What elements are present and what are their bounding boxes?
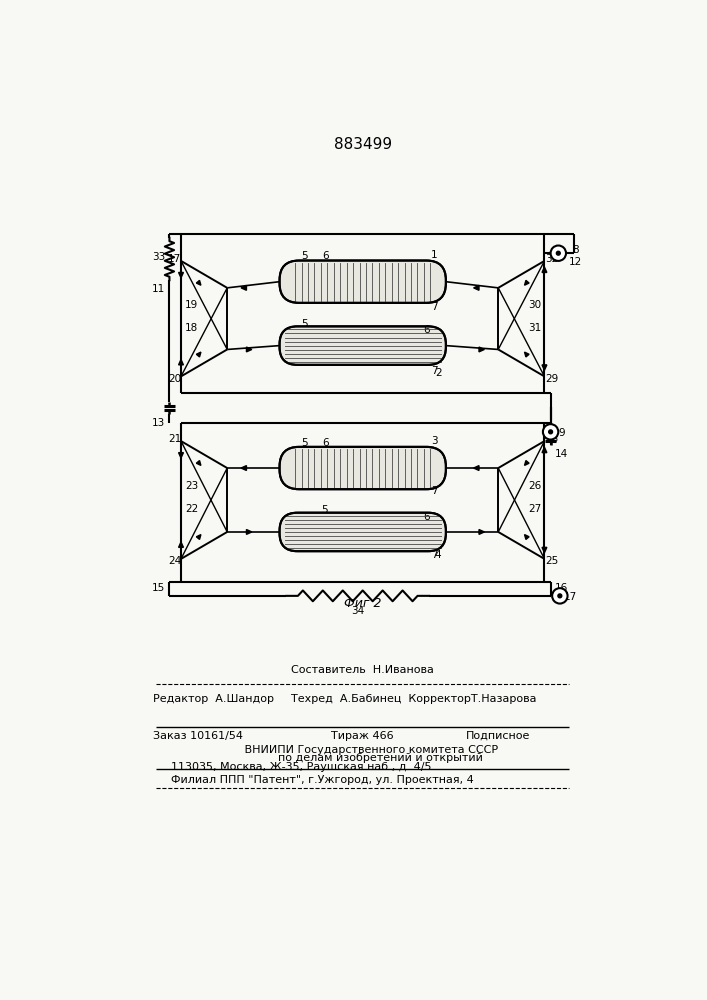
Polygon shape bbox=[247, 347, 252, 352]
Text: 1: 1 bbox=[431, 250, 438, 260]
Circle shape bbox=[549, 430, 553, 434]
Text: 6: 6 bbox=[423, 325, 430, 335]
Polygon shape bbox=[525, 461, 529, 465]
Text: 26: 26 bbox=[529, 481, 542, 491]
Polygon shape bbox=[197, 352, 201, 357]
Text: 7: 7 bbox=[431, 366, 438, 376]
Text: 6: 6 bbox=[423, 512, 430, 522]
Text: 25: 25 bbox=[546, 556, 559, 566]
Text: 5: 5 bbox=[321, 505, 327, 515]
Text: Филиал ППП "Патент", г.Ужгород, ул. Проектная, 4: Филиал ППП "Патент", г.Ужгород, ул. Прое… bbox=[171, 775, 474, 785]
Text: 12: 12 bbox=[568, 257, 582, 267]
Polygon shape bbox=[542, 365, 547, 370]
Text: 24: 24 bbox=[168, 556, 182, 566]
Polygon shape bbox=[197, 280, 201, 285]
Text: 34: 34 bbox=[351, 606, 364, 616]
Text: 29: 29 bbox=[546, 374, 559, 384]
Text: 21: 21 bbox=[168, 434, 182, 444]
Text: 883499: 883499 bbox=[334, 137, 392, 152]
Text: 5: 5 bbox=[302, 438, 308, 448]
Text: 32: 32 bbox=[546, 254, 559, 264]
Polygon shape bbox=[525, 280, 529, 285]
Text: 2: 2 bbox=[435, 368, 441, 378]
Text: 4: 4 bbox=[435, 550, 441, 560]
Text: Тираж 466: Тираж 466 bbox=[332, 731, 394, 741]
Polygon shape bbox=[197, 535, 201, 539]
Text: 28: 28 bbox=[546, 434, 559, 444]
Polygon shape bbox=[479, 530, 484, 534]
Text: 19: 19 bbox=[185, 300, 199, 310]
Circle shape bbox=[551, 246, 566, 261]
Text: 7: 7 bbox=[431, 302, 438, 312]
Text: 14: 14 bbox=[555, 449, 568, 459]
Circle shape bbox=[552, 588, 568, 604]
Text: 17: 17 bbox=[564, 592, 577, 602]
Text: 9: 9 bbox=[558, 428, 565, 438]
Text: 20: 20 bbox=[168, 374, 182, 384]
Text: 23: 23 bbox=[185, 481, 199, 491]
Polygon shape bbox=[525, 352, 529, 357]
FancyBboxPatch shape bbox=[279, 326, 446, 365]
Text: 18: 18 bbox=[185, 323, 199, 333]
Polygon shape bbox=[197, 461, 201, 465]
Text: 13: 13 bbox=[152, 418, 165, 428]
Text: Фиг 2: Фиг 2 bbox=[344, 597, 382, 610]
Text: Техред  А.Бабинец  КорректорТ.Назарова: Техред А.Бабинец КорректорТ.Назарова bbox=[291, 694, 537, 704]
Polygon shape bbox=[241, 466, 247, 470]
Text: 30: 30 bbox=[529, 300, 542, 310]
FancyBboxPatch shape bbox=[279, 513, 446, 551]
Text: 113035, Москва, Ж-35, Раушская наб., д. 4/5: 113035, Москва, Ж-35, Раушская наб., д. … bbox=[171, 762, 431, 772]
Text: 5: 5 bbox=[302, 251, 308, 261]
Text: 17: 17 bbox=[168, 254, 182, 264]
Text: 33: 33 bbox=[152, 252, 165, 262]
Text: 22: 22 bbox=[185, 504, 199, 514]
FancyBboxPatch shape bbox=[279, 261, 446, 303]
Text: 27: 27 bbox=[529, 504, 542, 514]
Text: Составитель  Н.Иванова: Составитель Н.Иванова bbox=[291, 665, 434, 675]
Text: 6: 6 bbox=[322, 251, 329, 261]
Text: по делам изобретений и открытий: по делам изобретений и открытий bbox=[243, 753, 483, 763]
Polygon shape bbox=[525, 535, 529, 539]
Polygon shape bbox=[542, 267, 547, 272]
Polygon shape bbox=[474, 285, 479, 290]
Polygon shape bbox=[542, 447, 547, 453]
Circle shape bbox=[543, 424, 559, 440]
Polygon shape bbox=[247, 530, 252, 534]
Text: 3: 3 bbox=[431, 436, 438, 446]
Text: 8: 8 bbox=[572, 245, 578, 255]
FancyBboxPatch shape bbox=[279, 447, 446, 489]
Text: Подписное: Подписное bbox=[466, 731, 530, 741]
Text: ВНИИПИ Государственного комитета СССР: ВНИИПИ Государственного комитета СССР bbox=[227, 745, 498, 755]
Polygon shape bbox=[179, 542, 183, 547]
Text: 7: 7 bbox=[431, 486, 438, 496]
Circle shape bbox=[556, 251, 560, 255]
Text: 11: 11 bbox=[152, 284, 165, 294]
Text: Редактор  А.Шандор: Редактор А.Шандор bbox=[153, 694, 274, 704]
Polygon shape bbox=[474, 466, 479, 470]
Polygon shape bbox=[542, 547, 547, 553]
Text: 31: 31 bbox=[529, 323, 542, 333]
Text: Заказ 10161/54: Заказ 10161/54 bbox=[153, 731, 243, 741]
Text: 16: 16 bbox=[555, 583, 568, 593]
Polygon shape bbox=[179, 272, 183, 278]
Polygon shape bbox=[179, 359, 183, 365]
Text: 6: 6 bbox=[322, 438, 329, 448]
Polygon shape bbox=[479, 347, 484, 352]
Polygon shape bbox=[241, 285, 247, 290]
Text: 5: 5 bbox=[302, 319, 308, 329]
Text: 15: 15 bbox=[152, 583, 165, 593]
Text: 7: 7 bbox=[431, 550, 438, 560]
Polygon shape bbox=[179, 453, 183, 458]
Circle shape bbox=[558, 594, 562, 598]
